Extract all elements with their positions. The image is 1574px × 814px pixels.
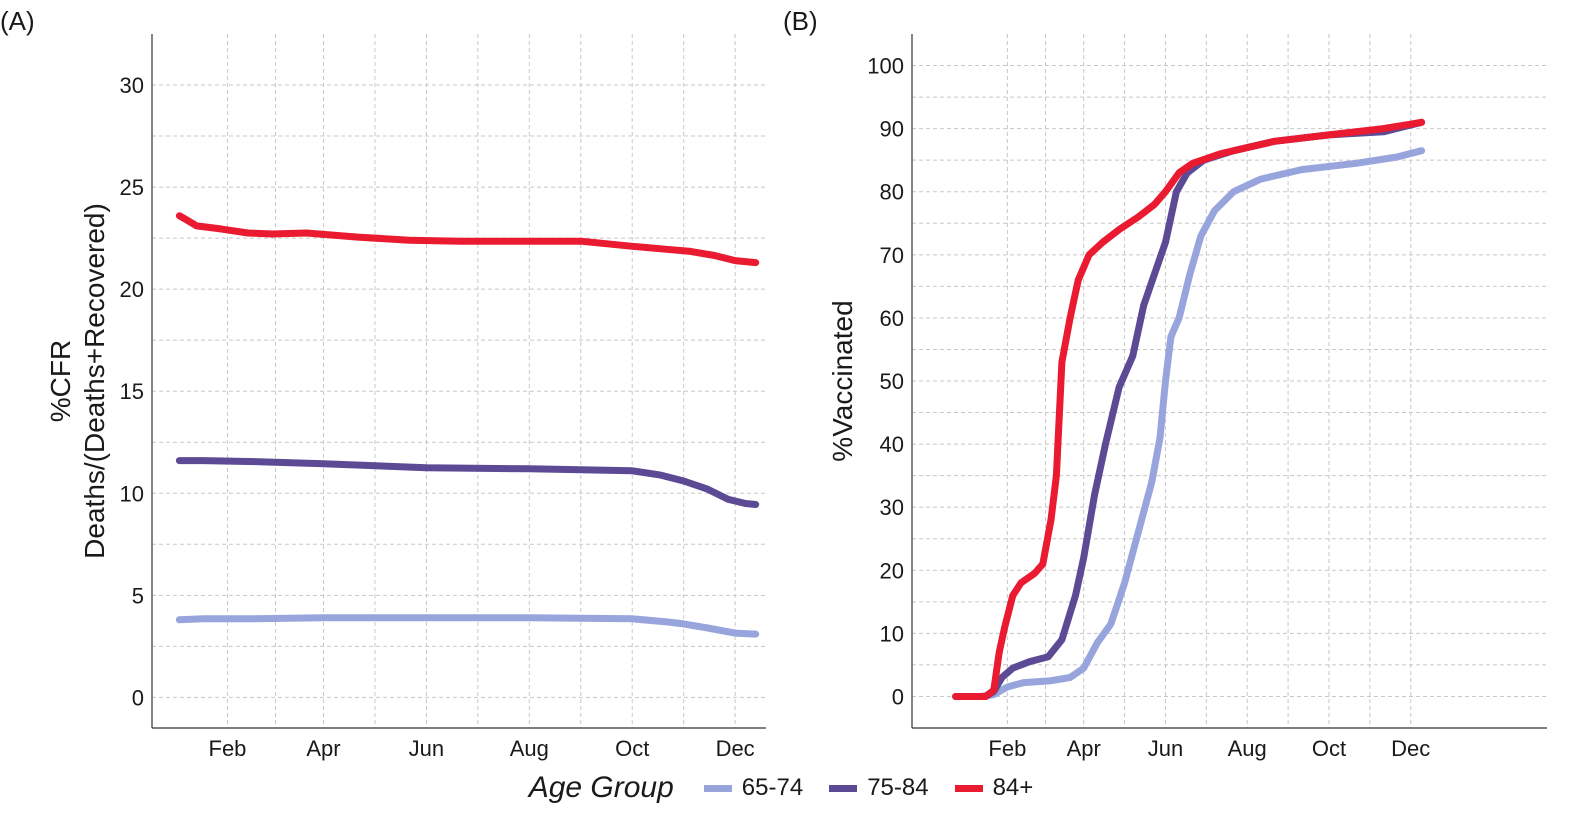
legend-item-84-plus: 84+ (954, 774, 1034, 802)
legend-item-65-74: 65-74 (703, 774, 804, 802)
y-tick-label: 10 (120, 481, 144, 506)
y-tick-label: 90 (880, 117, 904, 142)
series-line-65-74 (952, 147, 1426, 700)
figure: (A) 0 5 10 15 20 25 30 Feb Apr Jun Aug Oct Dec %CFR Dea… (0, 6, 1547, 761)
y-tick-label: 100 (867, 54, 904, 79)
panel-b: (B) 0 10 20 30 40 50 60 70 80 90 100 Feb Apr Jun Aug Oct… (783, 6, 1547, 761)
y-tick-label: 10 (880, 621, 904, 646)
x-tick-label: Aug (1228, 736, 1267, 761)
y-axis-title: %Vaccinated (827, 300, 858, 461)
y-tick-label: 80 (880, 180, 904, 205)
x-tick-label: Dec (1391, 736, 1430, 761)
x-tick-label: Feb (988, 736, 1026, 761)
series-line-65-74 (175, 614, 760, 638)
y-tick-label: 40 (880, 432, 904, 457)
legend-label-65-74: 65-74 (741, 774, 804, 801)
x-tick-label: Feb (209, 736, 247, 761)
y-tick-label: 15 (120, 379, 144, 404)
legend-key-84-plus (954, 784, 983, 792)
x-tick-label: Jun (1148, 736, 1183, 761)
legend-item-75-84: 75-84 (829, 774, 929, 802)
x-tick-label: Oct (1312, 736, 1346, 761)
x-tick-label: Dec (716, 736, 755, 761)
y-tick-label: 70 (880, 243, 904, 268)
y-tick-label: 25 (120, 175, 144, 200)
x-tick-label: Apr (306, 736, 340, 761)
x-tick-label: Oct (615, 736, 649, 761)
y-tick-label: 50 (880, 369, 904, 394)
y-tick-label: 60 (880, 306, 904, 331)
series-line-75-84 (175, 457, 760, 508)
legend-label-84-plus: 84+ (992, 774, 1034, 801)
x-tick-label: Aug (510, 736, 549, 761)
panel-label: (B) (783, 6, 818, 36)
y-tick-label: 30 (880, 495, 904, 520)
legend-label-75-84: 75-84 (867, 774, 929, 801)
x-tick-label: Apr (1067, 736, 1101, 761)
y-axis-title: %CFR (45, 340, 76, 422)
y-tick-label: 30 (120, 73, 144, 98)
series-line-75-84 (952, 118, 1426, 700)
legend-key-75-84 (829, 784, 858, 792)
y-tick-label: 20 (880, 558, 904, 583)
series-line-84-plus (952, 118, 1426, 700)
panel-label: (A) (0, 6, 35, 36)
y-tick-label: 5 (132, 583, 144, 608)
y-tick-label: 20 (120, 277, 144, 302)
x-tick-label: Jun (409, 736, 444, 761)
series-line-84-plus (175, 212, 760, 267)
legend-key-65-74 (703, 784, 732, 792)
y-axis-title: Deaths/(Deaths+Recovered) (79, 203, 110, 559)
y-tick-label: 0 (892, 684, 904, 709)
y-tick-label: 0 (132, 685, 144, 710)
legend-title: Age Group (528, 771, 674, 804)
legend: Age Group 65-74 75-84 84+ (0, 766, 1574, 810)
panel-a: (A) 0 5 10 15 20 25 30 Feb Apr Jun Aug Oct Dec %CFR Dea… (0, 6, 766, 761)
